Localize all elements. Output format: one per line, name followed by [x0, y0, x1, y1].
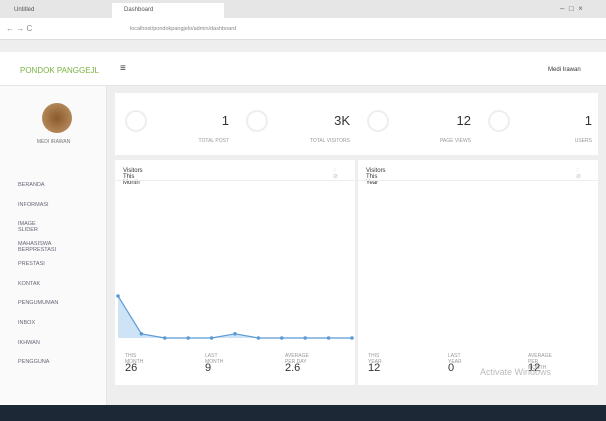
- stat-value: 1: [478, 113, 592, 128]
- tab[interactable]: Dashboard: [112, 3, 224, 18]
- address-bar: [0, 18, 606, 40]
- point: [116, 294, 120, 298]
- profile-name: MEDI IRAWAN: [0, 139, 107, 145]
- avatar: [42, 103, 72, 133]
- panel: [358, 160, 598, 385]
- point: [163, 336, 167, 340]
- point: [257, 336, 261, 340]
- stat-value: 3K: [236, 113, 350, 128]
- point: [327, 336, 331, 340]
- user-menu[interactable]: Medi Irawan: [548, 67, 581, 73]
- figure-value: 2.6: [285, 362, 300, 374]
- menu-item[interactable]: INFORMASI: [18, 202, 49, 208]
- figure-value: 12: [368, 362, 380, 374]
- stat-label: PAGE VIEWS: [357, 138, 471, 144]
- watermark: Activate Windows: [480, 367, 551, 377]
- panel: [115, 160, 355, 385]
- brand[interactable]: PONDOK PANGGEJL: [20, 66, 99, 75]
- panel-title: Visitors This Year: [366, 168, 386, 186]
- stat-value: 12: [357, 113, 471, 128]
- figure-value: 26: [125, 362, 137, 374]
- page: Untitled Dashboard – □ × ← → C localhost…: [0, 0, 606, 421]
- figure-value: 9: [205, 362, 211, 374]
- panel-divider: [358, 180, 598, 181]
- window-controls[interactable]: – □ ×: [560, 4, 583, 13]
- menu-item[interactable]: MAHASISWA BERPRESTASI: [18, 241, 56, 253]
- menu-item[interactable]: BERANDA: [18, 182, 45, 188]
- menu-item[interactable]: INBOX: [18, 320, 35, 326]
- menu-item[interactable]: PENGGUNA: [18, 359, 49, 365]
- menu-toggle[interactable]: ≡: [120, 63, 126, 74]
- point: [303, 336, 307, 340]
- line: [118, 296, 352, 338]
- menu-item[interactable]: KONTAK: [18, 281, 40, 287]
- menu-item[interactable]: PRESTASI: [18, 261, 45, 267]
- taskbar: [0, 405, 606, 421]
- point: [233, 332, 237, 336]
- panel-tools: ◌ ⊘: [333, 167, 338, 180]
- stat-label: USERS: [478, 138, 592, 144]
- stat-value: 1: [115, 113, 229, 128]
- point: [210, 336, 214, 340]
- menu-item[interactable]: IMAGE SLIDER: [18, 221, 38, 233]
- area: [118, 296, 352, 338]
- panel-divider: [115, 180, 355, 181]
- point: [280, 336, 284, 340]
- figure-value: 0: [448, 362, 454, 374]
- menu-item[interactable]: IKHWAN: [18, 340, 40, 346]
- nav-buttons[interactable]: ← → C: [6, 24, 32, 33]
- point: [186, 336, 190, 340]
- tab[interactable]: Untitled: [2, 3, 108, 18]
- chart: [115, 290, 355, 350]
- panel-tools: ◌ ⊘: [576, 167, 581, 180]
- stat-label: TOTAL VISITORS: [236, 138, 350, 144]
- point: [350, 336, 354, 340]
- url[interactable]: localhost/pondokpangjelo/admin/dashboard: [130, 26, 236, 32]
- menu-item[interactable]: PENGUMUMAN: [18, 300, 58, 306]
- panel-title: Visitors This Month: [123, 168, 143, 186]
- stat-label: TOTAL POST: [115, 138, 229, 144]
- point: [140, 332, 144, 336]
